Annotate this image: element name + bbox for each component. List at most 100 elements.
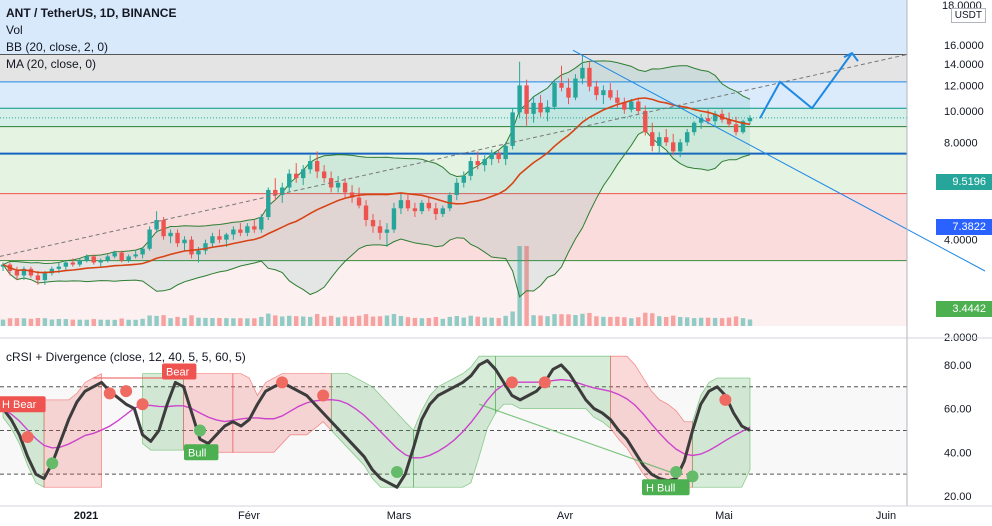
volume-bar	[70, 319, 76, 326]
volume-bar	[287, 315, 292, 326]
candle-body	[49, 268, 55, 274]
volume-bar	[601, 316, 606, 326]
h-bull-label: H Bull	[646, 482, 675, 494]
candle-body	[356, 197, 362, 206]
candle-body	[307, 161, 313, 170]
candle-body	[733, 124, 739, 133]
moving-average	[2, 97, 751, 274]
time-tick-label: Mai	[715, 510, 733, 522]
volume-bar	[454, 316, 459, 326]
volume-bar	[405, 317, 411, 326]
volume-bar	[154, 315, 159, 326]
band-fill	[0, 386, 907, 475]
last-price-label: 9.5196	[936, 174, 992, 190]
currency-badge[interactable]: USDT	[950, 8, 986, 23]
volume-bar	[217, 318, 222, 326]
volume-bar	[650, 313, 655, 326]
zone-top-blue	[0, 0, 907, 55]
volume-bar	[684, 317, 690, 326]
bull-dot	[686, 470, 699, 483]
volume-bar	[447, 316, 453, 326]
candle-body	[601, 90, 606, 96]
volume-bar	[112, 319, 117, 326]
ma-line	[2, 97, 751, 274]
candle-body	[705, 118, 711, 122]
crsi-line	[1, 359, 751, 489]
price-tick-label: 4.0000	[944, 235, 978, 247]
candle-body	[105, 256, 110, 261]
volume-bar	[140, 318, 145, 326]
candle-body	[405, 200, 411, 209]
volume-bar	[698, 317, 704, 326]
bear-label: Bear	[166, 366, 190, 378]
volume-bar	[77, 319, 82, 326]
volume-bar	[314, 314, 320, 326]
volume-bar	[231, 318, 236, 326]
volume-bar	[238, 318, 243, 326]
candle-body	[496, 153, 501, 160]
volume-bar	[210, 318, 215, 326]
volume-bar	[266, 313, 271, 326]
candle-body	[210, 236, 215, 244]
bear-dot	[719, 393, 732, 406]
volume-bar	[412, 317, 418, 326]
candle-body	[426, 202, 432, 209]
volume-bar	[294, 316, 299, 326]
candle-body	[112, 252, 117, 257]
volume-bar	[657, 316, 662, 326]
candle-body	[489, 153, 494, 160]
volume-bar	[161, 315, 166, 326]
volume-bar	[203, 317, 208, 326]
volume-bar	[636, 317, 641, 326]
volume-bar	[419, 318, 425, 326]
price-zones	[0, 0, 907, 326]
candle-body	[664, 137, 669, 143]
volume-bar	[496, 318, 501, 326]
volume-bar	[545, 316, 550, 326]
time-tick-label: Juin	[876, 510, 896, 522]
candle-body	[273, 189, 278, 195]
candle-body	[342, 182, 348, 193]
candle-body	[335, 182, 341, 188]
bollinger-bands	[2, 60, 751, 298]
volume-bar	[629, 318, 634, 326]
indicator-tick-label: 80.00	[944, 360, 972, 372]
price-tick-label: 16.0000	[944, 40, 984, 52]
volume-bar	[273, 315, 278, 326]
volume-bar	[391, 314, 397, 326]
candle-body	[461, 175, 466, 183]
candle-body	[440, 208, 446, 215]
candle-body	[740, 121, 746, 133]
candle-body	[56, 266, 62, 269]
volume-bar	[503, 315, 508, 326]
support-price-label: 7.3822	[936, 219, 992, 235]
candle-body	[0, 264, 6, 267]
bb-legend: BB (20, close, 2, 0)	[6, 40, 109, 54]
candle-body	[314, 161, 320, 172]
bull-dot	[194, 424, 207, 437]
candle-body	[84, 256, 89, 261]
bull-label: Bull	[188, 447, 206, 459]
candle-body	[321, 171, 327, 179]
volume-bar	[259, 316, 264, 326]
candle-body	[622, 102, 627, 110]
candle-body	[391, 208, 397, 230]
candle-body	[531, 102, 536, 114]
volume-bar	[489, 317, 494, 326]
volume-bar	[691, 318, 697, 326]
time-tick-label: 2021	[74, 510, 98, 522]
candle-body	[217, 236, 222, 240]
candles	[0, 55, 753, 285]
candle-body	[119, 252, 124, 261]
candle-body	[524, 85, 529, 114]
candle-body	[482, 159, 487, 166]
volume-bar	[433, 317, 439, 326]
candle-body	[475, 161, 480, 166]
volume-bar	[552, 314, 557, 326]
candle-body	[517, 85, 522, 113]
volume-bar	[573, 315, 578, 326]
candle-body	[91, 256, 96, 263]
candle-body	[126, 256, 131, 261]
vol-legend: Vol	[6, 23, 23, 37]
candle-body	[300, 169, 306, 179]
